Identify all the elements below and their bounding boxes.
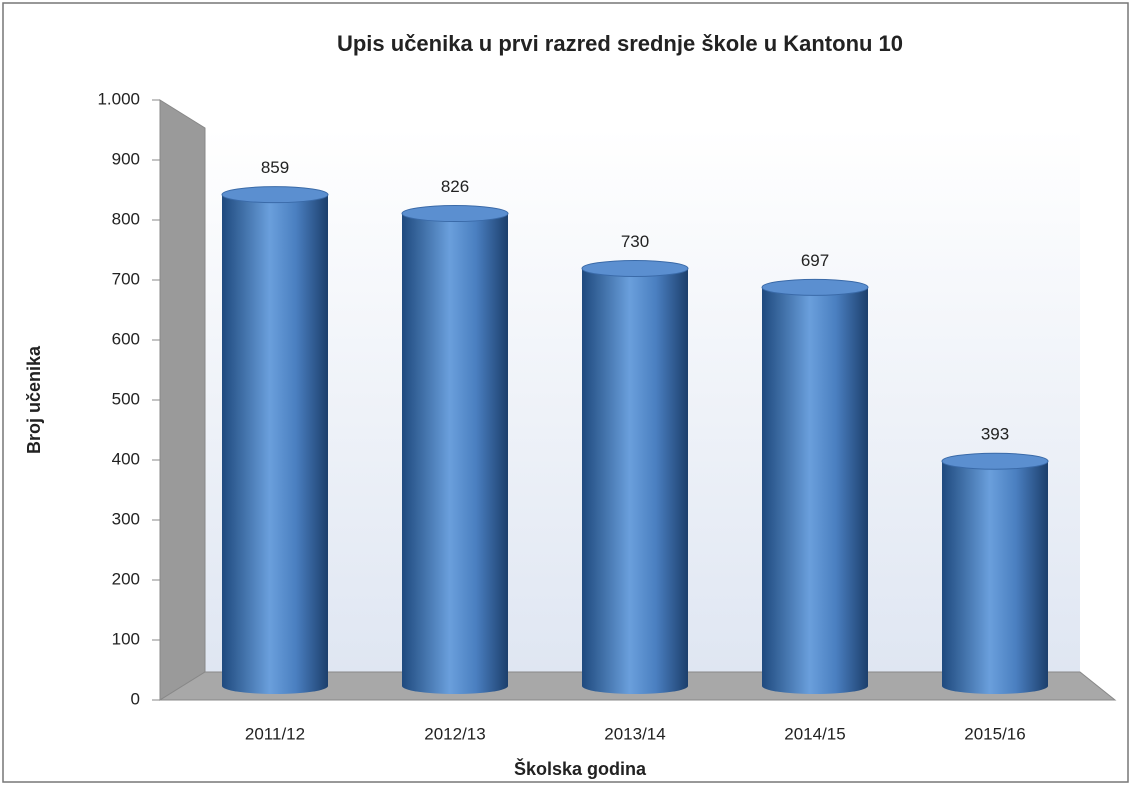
y-tick-label: 1.000 [97,89,140,108]
data-label: 730 [621,232,649,251]
y-tick-label: 700 [112,269,140,288]
data-label: 393 [981,425,1009,444]
bar-body [942,461,1048,686]
x-tick-label: 2011/12 [245,724,305,743]
bar [581,259,689,694]
bar-body [222,194,328,687]
x-tick-label: 2015/16 [964,724,1025,743]
y-tick-label: 800 [112,209,140,228]
bar-body [402,213,508,686]
bar-top [761,278,869,296]
bar [941,452,1049,694]
bar-top [401,205,509,223]
y-tick-label: 600 [112,329,140,348]
bar-bottom [582,678,688,694]
chart-title: Upis učenika u prvi razred srednje škole… [337,31,903,56]
x-tick-label: 2013/14 [604,724,665,743]
bar [401,205,509,694]
y-tick-label: 300 [112,509,140,528]
bar-body [582,268,688,686]
bar-bottom [402,678,508,694]
bar-bottom [762,678,868,694]
side-wall [159,99,206,701]
y-tick-label: 900 [112,149,140,168]
y-tick-label: 0 [131,689,140,708]
bar-bottom [942,678,1048,694]
y-tick-label: 500 [112,389,140,408]
y-tick-label: 200 [112,569,140,588]
data-label: 697 [801,251,829,270]
y-tick-label: 400 [112,449,140,468]
bar [221,186,329,694]
bar-top [581,259,689,277]
data-label: 859 [261,158,289,177]
data-label: 826 [441,177,469,196]
bar-top [221,186,329,204]
bar-top [941,452,1049,470]
y-tick-label: 100 [112,629,140,648]
bar-bottom [222,678,328,694]
bar-body [762,287,868,686]
x-tick-label: 2014/15 [784,724,845,743]
x-axis-title: Školska godina [514,758,647,779]
y-axis-title: Broj učenika [24,345,44,454]
x-tick-label: 2012/13 [424,724,485,743]
bar [761,278,869,694]
